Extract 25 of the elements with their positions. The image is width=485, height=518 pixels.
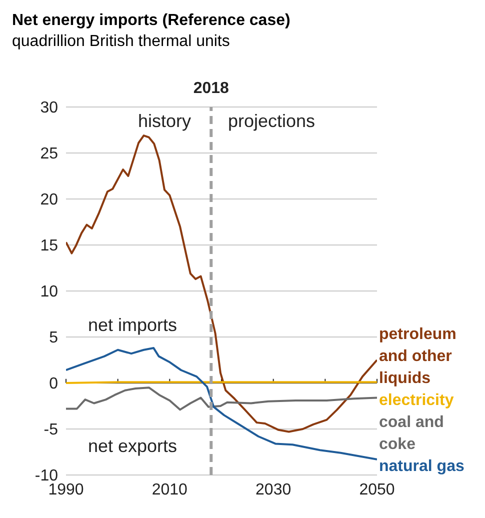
chart-title: Net energy imports (Reference case) — [12, 12, 290, 30]
x-tick-label: 2010 — [152, 481, 188, 498]
ref-line-label: 2018 — [193, 80, 230, 97]
y-tick-label: 15 — [40, 238, 58, 255]
series-label: coal and coke — [379, 412, 445, 455]
series-label: petroleum and other liquids — [379, 324, 458, 389]
y-tick-label: 30 — [40, 100, 58, 117]
y-tick-label: 25 — [40, 146, 58, 163]
line-series — [66, 347, 377, 460]
line-series — [66, 134, 377, 433]
x-tick-label: 2030 — [256, 481, 292, 498]
y-tick-label: 10 — [40, 284, 58, 301]
series-label: natural gas — [379, 456, 466, 477]
annotation: net exports — [88, 436, 178, 457]
annotation: projections — [228, 111, 316, 132]
annotation: history — [138, 111, 192, 132]
y-tick-label: 5 — [49, 330, 58, 347]
y-tick-label: 0 — [49, 376, 58, 393]
chart-subtitle: quadrillion British thermal units — [12, 33, 230, 51]
series-label: electricity — [379, 390, 455, 411]
y-tick-label: -5 — [44, 422, 58, 439]
y-tick-label: 20 — [40, 192, 58, 209]
annotation: net imports — [88, 315, 178, 336]
line-series — [66, 386, 377, 411]
x-tick-label: 2050 — [359, 481, 395, 498]
